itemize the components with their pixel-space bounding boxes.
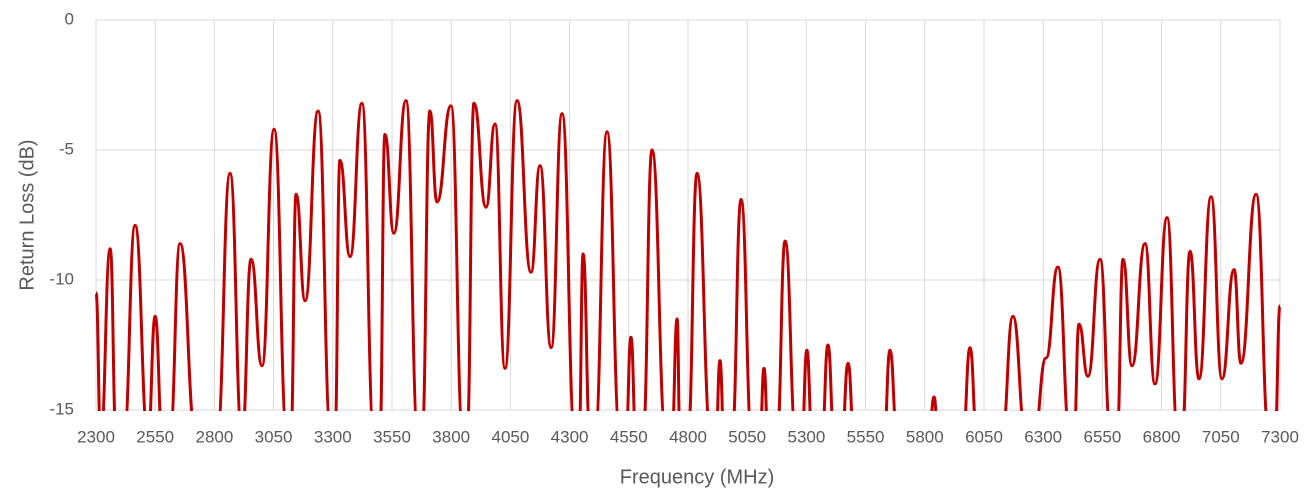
x-tick-label: 6800 xyxy=(1143,427,1181,446)
x-tick-label: 3550 xyxy=(373,427,411,446)
x-tick-label: 6300 xyxy=(1024,427,1062,446)
x-tick-label: 6050 xyxy=(965,427,1003,446)
y-tick-label: -10 xyxy=(49,269,74,288)
x-tick-label: 5300 xyxy=(787,427,825,446)
x-tick-label: 4050 xyxy=(491,427,529,446)
x-tick-label: 2300 xyxy=(77,427,115,446)
y-tick-label: 0 xyxy=(65,9,74,28)
x-tick-label: 2550 xyxy=(136,427,174,446)
x-tick-label: 5050 xyxy=(728,427,766,446)
x-axis-label: Frequency (MHz) xyxy=(620,466,774,488)
y-axis-label: Return Loss (dB) xyxy=(16,139,38,290)
x-tick-label: 7300 xyxy=(1261,427,1299,446)
x-tick-label: 6550 xyxy=(1083,427,1121,446)
x-tick-label: 5800 xyxy=(906,427,944,446)
x-tick-label: 3800 xyxy=(432,427,470,446)
x-tick-label: 3050 xyxy=(255,427,293,446)
x-tick-label: 4300 xyxy=(551,427,589,446)
x-tick-label: 3300 xyxy=(314,427,352,446)
x-tick-label: 4550 xyxy=(610,427,648,446)
x-tick-label: 5550 xyxy=(847,427,885,446)
data-line xyxy=(94,99,1282,411)
x-tick-label: 4800 xyxy=(669,427,707,446)
x-tick-label: 2800 xyxy=(195,427,233,446)
x-tick-label: 7050 xyxy=(1202,427,1240,446)
y-tick-label: -15 xyxy=(49,399,74,418)
y-tick-label: -5 xyxy=(59,139,74,158)
